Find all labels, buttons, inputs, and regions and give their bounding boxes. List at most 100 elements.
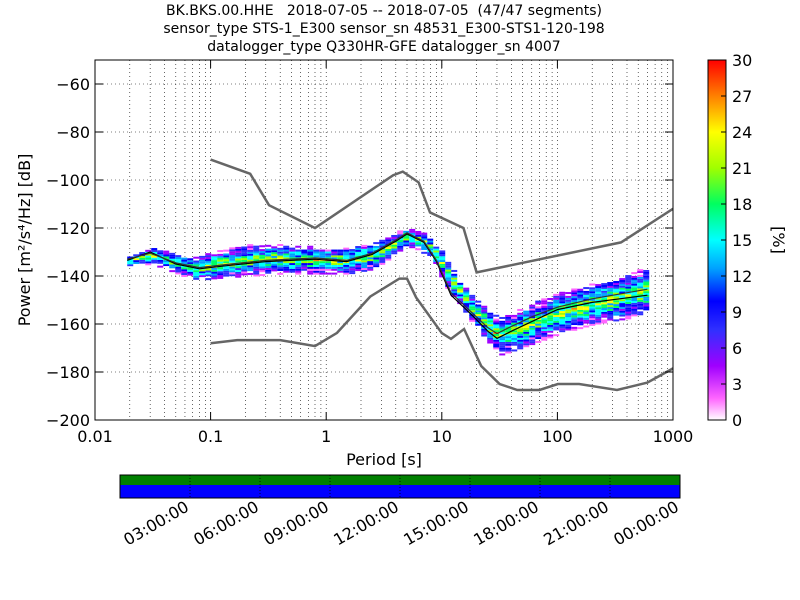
heatmap-cell — [631, 275, 638, 278]
heatmap-cell — [217, 257, 224, 260]
heatmap-cell — [637, 288, 644, 291]
heatmap-cell — [451, 281, 458, 284]
heatmap-cell — [295, 253, 302, 256]
heatmap-cell — [247, 251, 254, 254]
heatmap-cell — [619, 310, 626, 313]
heatmap-cell — [541, 313, 548, 316]
heatmap-cell — [253, 262, 260, 265]
x-tick-label: 1 — [321, 427, 331, 446]
heatmap-cell — [529, 306, 536, 309]
heatmap-cell — [607, 287, 614, 290]
heatmap-cell — [595, 289, 602, 292]
heatmap-cell — [307, 249, 314, 252]
heatmap-cell — [637, 301, 644, 304]
heatmap-cell — [385, 248, 392, 251]
heatmap-cell — [547, 321, 554, 324]
heatmap-cell — [589, 296, 596, 299]
heatmap-cell — [259, 266, 266, 269]
heatmap-cell — [535, 319, 542, 322]
timeline-tick-label: 12:00:00 — [330, 497, 402, 549]
heatmap-cell — [325, 249, 332, 252]
heatmap-cell — [205, 262, 212, 265]
heatmap-cell — [541, 306, 548, 309]
heatmap-cell — [223, 259, 230, 262]
heatmap-cell — [601, 298, 608, 301]
heatmap-cell — [325, 268, 332, 271]
heatmap-cell — [139, 257, 146, 260]
heatmap-cell — [541, 334, 548, 337]
heatmap-cell — [589, 314, 596, 317]
heatmap-cell — [439, 254, 446, 257]
heatmap-cell — [517, 345, 524, 348]
heatmap-cell — [535, 340, 542, 343]
heatmap-cell — [391, 246, 398, 249]
heatmap-cell — [565, 292, 572, 295]
heatmap-cell — [415, 242, 422, 245]
heatmap-cell — [589, 312, 596, 315]
heatmap-cell — [247, 246, 254, 249]
heatmap-cell — [541, 321, 548, 324]
heatmap-cell — [631, 312, 638, 315]
heatmap-cell — [373, 259, 380, 262]
heatmap-cell — [397, 247, 404, 250]
heatmap-cell — [451, 269, 458, 272]
heatmap-cell — [559, 318, 566, 321]
heatmap-cell — [529, 314, 536, 317]
heatmap-cell — [451, 283, 458, 286]
heatmap-cell — [349, 252, 356, 255]
heatmap-cell — [571, 319, 578, 322]
heatmap-cell — [133, 258, 140, 261]
heatmap-cell — [643, 302, 650, 305]
heatmap-cell — [517, 337, 524, 340]
heatmap-cell — [403, 240, 410, 243]
heatmap-cell — [523, 310, 530, 313]
heatmap-cell — [223, 266, 230, 269]
heatmap-cell — [337, 251, 344, 254]
heatmap-cell — [571, 305, 578, 308]
heatmap-cell — [577, 292, 584, 295]
heatmap-cell — [373, 255, 380, 258]
heatmap-cell — [199, 255, 206, 258]
heatmap-cell — [433, 256, 440, 259]
heatmap-cell — [313, 249, 320, 252]
heatmap-cell — [475, 304, 482, 307]
heatmap-cell — [241, 250, 248, 253]
heatmap-cell — [505, 328, 512, 331]
heatmap-cell — [367, 247, 374, 250]
heatmap-cell — [277, 268, 284, 271]
heatmap-cell — [565, 307, 572, 310]
heatmap-cell — [193, 256, 200, 259]
heatmap-cell — [481, 321, 488, 324]
series-nlnm-line — [210, 277, 673, 392]
heatmap-cell — [523, 329, 530, 332]
x-axis-label: Period [s] — [346, 450, 422, 469]
heatmap-cell — [493, 341, 500, 344]
heatmap-cell — [199, 273, 206, 276]
heatmap-cell — [157, 265, 164, 268]
heatmap-cell — [457, 286, 464, 289]
heatmap-cell — [331, 268, 338, 271]
heatmap-cell — [205, 272, 212, 275]
heatmap-cell — [211, 273, 218, 276]
heatmap-cell — [337, 249, 344, 252]
heatmap-cell — [523, 320, 530, 323]
heatmap-cell — [625, 300, 632, 303]
heatmap-cell — [313, 253, 320, 256]
heatmap-cell — [577, 313, 584, 316]
heatmap-cell — [349, 249, 356, 252]
heatmap-cell — [169, 264, 176, 267]
heatmap-cell — [379, 257, 386, 260]
heatmap-cell — [211, 260, 218, 263]
heatmap-cell — [589, 283, 596, 286]
heatmap-cell — [469, 317, 476, 320]
heatmap-cell — [559, 295, 566, 298]
heatmap-cell — [349, 272, 356, 275]
heatmap-cell — [439, 263, 446, 266]
heatmap-cell — [409, 238, 416, 241]
heatmap-cell — [583, 313, 590, 316]
heatmap-cell — [499, 324, 506, 327]
heatmap-cell — [421, 246, 428, 249]
heatmap-cell — [349, 250, 356, 253]
heatmap-cell — [637, 297, 644, 300]
heatmap-cell — [607, 282, 614, 285]
